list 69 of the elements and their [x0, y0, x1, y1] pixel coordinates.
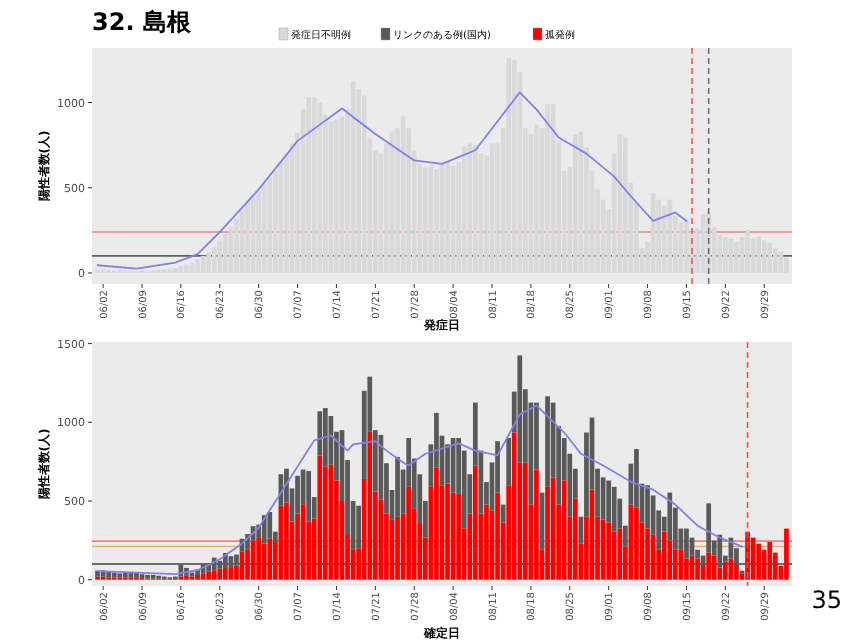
bar [545, 396, 550, 487]
bar [456, 493, 462, 580]
bar [111, 572, 117, 578]
bar [506, 438, 512, 486]
bar [667, 540, 673, 580]
bar [222, 567, 228, 580]
bar [756, 543, 762, 580]
bar [295, 475, 300, 514]
bar [517, 355, 523, 463]
bar [734, 564, 739, 580]
bar [306, 471, 312, 522]
bar [172, 267, 178, 273]
bar [472, 465, 478, 580]
bar [434, 467, 439, 580]
bar [322, 408, 328, 467]
bar [317, 455, 323, 580]
bar [267, 538, 273, 580]
bar [634, 507, 639, 580]
bar [395, 516, 400, 580]
bar [722, 561, 728, 580]
bar [611, 486, 617, 532]
bar [367, 431, 373, 580]
bar [784, 528, 789, 580]
bar [217, 560, 223, 569]
bar [395, 456, 400, 517]
bar [767, 541, 773, 580]
bar [761, 549, 767, 580]
bar [706, 503, 712, 553]
bar [684, 558, 689, 580]
bar [200, 573, 206, 580]
bar [695, 558, 700, 580]
bar [711, 555, 717, 580]
bar [106, 571, 112, 578]
bar [284, 502, 289, 580]
bar [684, 528, 689, 559]
bar [684, 218, 689, 273]
bar [217, 568, 223, 580]
bar [706, 552, 712, 580]
bar [661, 531, 667, 580]
bar [211, 570, 217, 580]
bar [717, 534, 723, 568]
bar [495, 492, 500, 580]
bar [267, 512, 273, 539]
bar [261, 543, 267, 580]
bar [484, 504, 489, 580]
bar [234, 554, 239, 566]
line-series [96, 404, 743, 576]
line-series [96, 91, 688, 270]
bar [356, 505, 362, 549]
bar [672, 549, 678, 580]
bar [617, 528, 623, 580]
bar [606, 522, 612, 580]
bar [511, 432, 517, 580]
bar [561, 480, 567, 580]
bar [572, 498, 578, 580]
text: 35 [811, 586, 842, 614]
bar [122, 572, 128, 578]
bar [406, 486, 412, 580]
bar [611, 531, 617, 580]
chart-title: 32. 島根 [92, 8, 193, 36]
bar [534, 469, 539, 580]
bar [195, 574, 200, 580]
bar [206, 571, 212, 580]
bar [445, 483, 450, 580]
bar [784, 257, 789, 273]
bar [522, 462, 528, 580]
bar [256, 537, 262, 580]
bar [645, 528, 650, 580]
bar [645, 485, 650, 529]
